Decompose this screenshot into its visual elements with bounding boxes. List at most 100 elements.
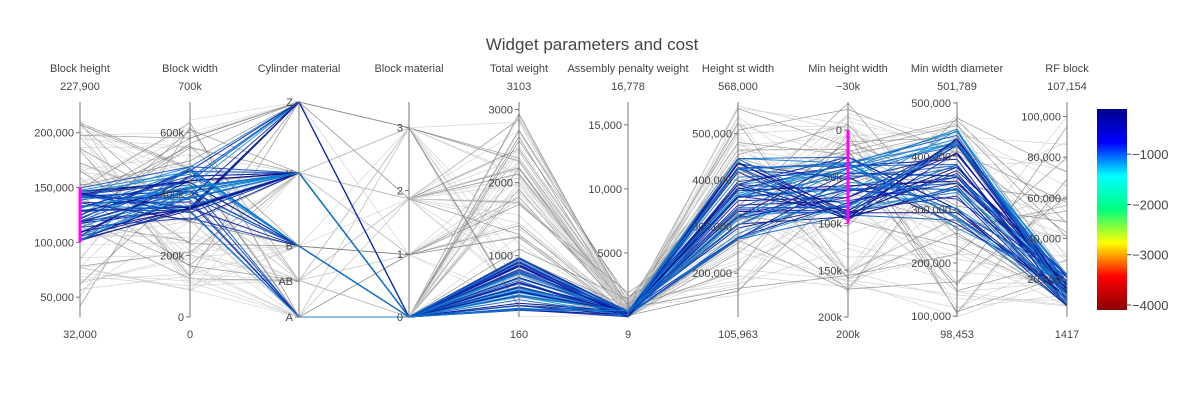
highlighted-line [79, 101, 1068, 318]
tick-label: 600k [160, 128, 184, 140]
tick-label: Z [286, 97, 293, 109]
polyline-layer [79, 101, 1068, 318]
tick-label: 60,000 [1027, 193, 1061, 205]
axis-min-label: 200k [836, 329, 860, 341]
context-line [79, 124, 1068, 318]
context-line [79, 101, 1068, 299]
tick-label: 100,000 [1021, 112, 1061, 124]
axis-min-label: 1417 [1055, 329, 1079, 341]
highlighted-line [79, 101, 1068, 318]
axis-min-label: 98,453 [940, 329, 974, 341]
tick-label: Y [286, 169, 294, 181]
colorbar: −1000 −2000 −3000 −4000 [1097, 109, 1169, 313]
context-line [79, 172, 1068, 300]
constraint-range-bar[interactable] [78, 187, 82, 243]
axis-title: Block width [162, 63, 218, 75]
axis-max-label: 107,154 [1047, 81, 1087, 93]
axis-0[interactable]: Block height 227,900 32,000 50,000 100,000 15… [34, 63, 110, 341]
tick-label: 3 [397, 122, 403, 134]
tick-label: 80,000 [1027, 152, 1061, 164]
axis-max-label: 700k [178, 81, 202, 93]
axis-5[interactable]: Assembly penalty weight 16,778 9 5000 10,000… [567, 63, 688, 341]
tick-label: 200,000 [692, 268, 732, 280]
axis-min-label: 105,963 [718, 329, 758, 341]
axis-min-label: 32,000 [63, 329, 97, 341]
context-line [79, 129, 1068, 318]
context-line [79, 138, 1068, 311]
tick-label: 300,000 [692, 222, 732, 234]
tick-label: 2000 [489, 178, 513, 190]
axis-title: Cylinder material [258, 63, 341, 75]
tick-label: 15,000 [588, 120, 622, 132]
tick-label: 1 [397, 249, 403, 261]
axis-title: RF block [1045, 63, 1089, 75]
tick-label: AB [278, 276, 293, 288]
highlighted-line [79, 131, 1068, 318]
tick-label: 150k [818, 265, 842, 277]
highlighted-line [79, 172, 1068, 318]
context-line [79, 124, 1068, 314]
tick-label: 100k [818, 219, 842, 231]
axis-title: Height st width [702, 63, 774, 75]
tick-label: 200,000 [34, 128, 74, 140]
axis-9[interactable]: RF block 107,154 1417 20,000 40,000 60,000 80,… [1021, 63, 1089, 341]
tick-label: B [286, 240, 293, 252]
context-line [79, 132, 1068, 308]
tick-label: 500,000 [692, 129, 732, 141]
highlighted-line [79, 101, 1068, 318]
tick-label: 500,000 [911, 98, 951, 110]
context-line [79, 133, 1068, 318]
axis-4[interactable]: Total weight 3103 160 1000 2000 3000 [489, 63, 549, 341]
tick-label: 2 [397, 186, 403, 198]
axis-7[interactable]: Min height width −30k 200k 0 50k 100k 150k 200k [808, 63, 888, 341]
context-line [79, 170, 1068, 318]
tick-label: 400,000 [911, 151, 951, 163]
axis-2[interactable]: Cylinder material A AB B Y Z [258, 63, 341, 324]
tick-label: A [286, 312, 294, 324]
axis-3[interactable]: Block material 0 1 2 3 [374, 63, 443, 324]
tick-label: 10,000 [588, 184, 622, 196]
chart-title: Widget parameters and cost [486, 35, 699, 54]
axis-8[interactable]: Min width diameter 501,789 98,453 100,000 20… [911, 63, 1004, 341]
tick-label: 5000 [598, 248, 622, 260]
axis-1[interactable]: Block width 700k 00 200k 400k 600k [160, 63, 218, 341]
constraint-range-bar[interactable] [846, 130, 850, 224]
highlighted-line [79, 162, 1068, 318]
tick-label: 400k [160, 189, 184, 201]
axis-max-label: 3103 [507, 81, 531, 93]
axis-max-label: 501,789 [937, 81, 977, 93]
colorbar-tick-label: −4000 [1132, 298, 1169, 313]
tick-label: 300,000 [911, 205, 951, 217]
tick-label: 20,000 [1027, 274, 1061, 286]
context-line [79, 127, 1068, 308]
highlighted-line [79, 162, 1068, 318]
tick-label: 3000 [489, 105, 513, 117]
context-line [79, 126, 1068, 318]
highlighted-line [79, 145, 1068, 318]
tick-label: 200k [160, 251, 184, 263]
tick-label: 100,000 [911, 311, 951, 323]
context-line [79, 117, 1068, 294]
highlighted-line [79, 101, 1068, 318]
tick-label: 200,000 [911, 258, 951, 270]
axis-max-label: −30k [836, 81, 861, 93]
tick-label: 40,000 [1027, 234, 1061, 246]
axis-min-label: 0 [187, 329, 193, 341]
context-line [79, 105, 1068, 317]
context-line [79, 145, 1068, 318]
tick-label: 400,000 [692, 175, 732, 187]
tick-label: 50k [824, 172, 842, 184]
tick-label: 50,000 [40, 292, 74, 304]
axes-layer: Block height227,90032,00050,000100,00015… [34, 63, 1089, 341]
highlighted-line [79, 172, 1068, 318]
context-line [79, 113, 1068, 318]
axis-max-label: 16,778 [611, 81, 645, 93]
highlighted-line [79, 137, 1068, 318]
axis-title: Block height [50, 63, 110, 75]
axis-min-label: 9 [625, 329, 631, 341]
axis-6[interactable]: Height st width 568,000 105,963 200,000 300,… [692, 63, 774, 341]
tick-label: 1000 [489, 251, 513, 263]
tick-label: 0 [397, 312, 403, 324]
axis-title: Total weight [490, 63, 548, 75]
axis-title: Assembly penalty weight [567, 63, 688, 75]
